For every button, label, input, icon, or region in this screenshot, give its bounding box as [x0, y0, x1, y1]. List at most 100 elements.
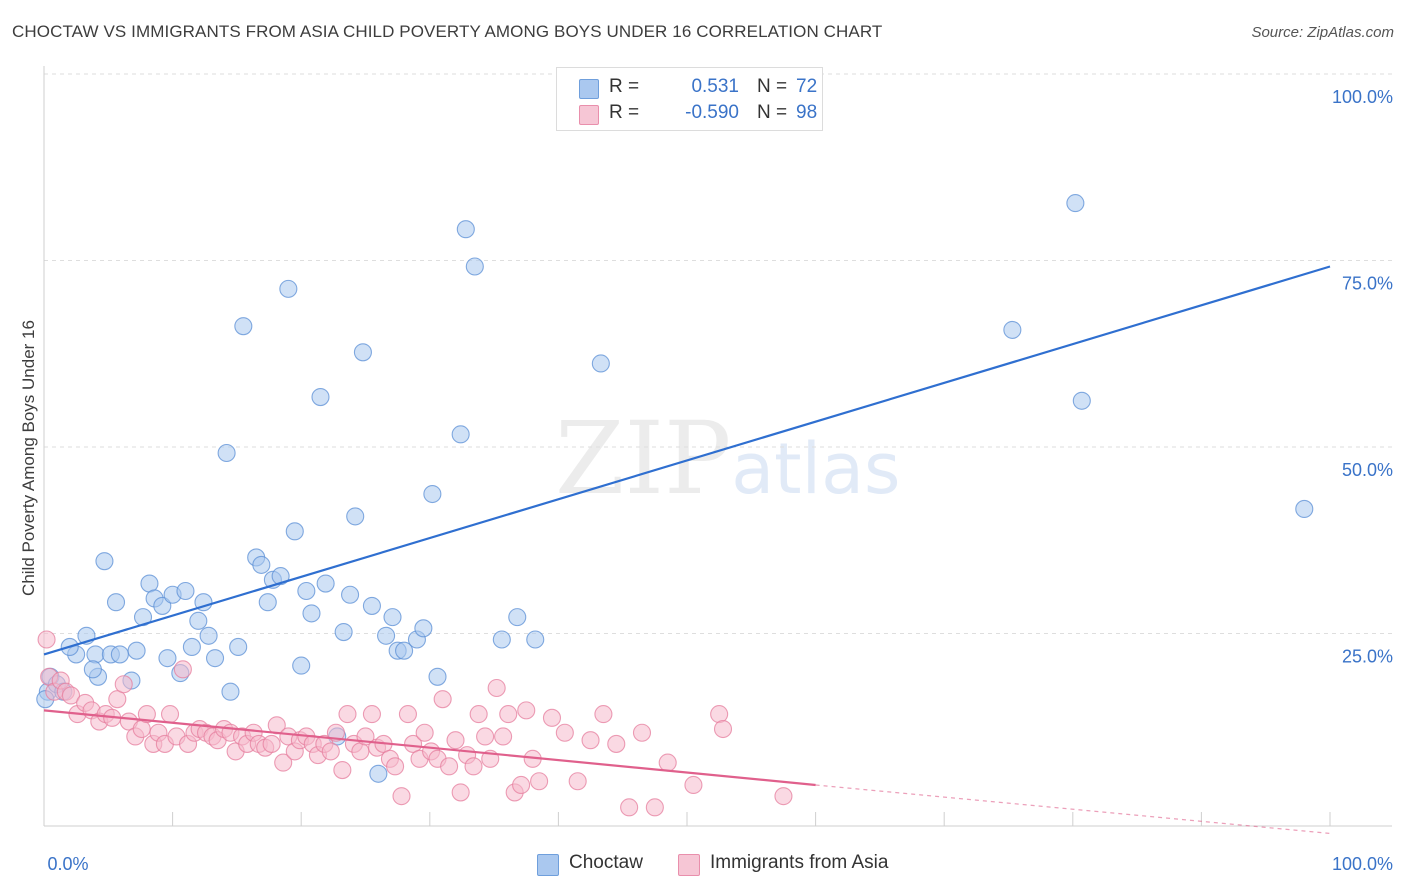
immigrants-asia-point: [555, 723, 574, 742]
choctaw-point: [353, 343, 372, 362]
source-label: Source: ZipAtlas.com: [1251, 24, 1394, 41]
immigrants-asia-point: [433, 690, 452, 709]
immigrants-asia-point: [568, 772, 587, 791]
watermark-atlas: atlas: [731, 428, 901, 510]
choctaw-point: [423, 484, 442, 504]
immigrants-asia-point: [658, 753, 677, 772]
choctaw-trend-line: [43, 265, 1331, 656]
choctaw-point: [194, 593, 213, 612]
immigrants-asia-point: [620, 798, 639, 817]
immigrants-asia-point: [321, 742, 340, 761]
immigrants-asia-point: [581, 731, 600, 750]
immigrants-asia-point: [415, 723, 434, 742]
immigrants-asia-point: [517, 701, 536, 720]
immigrants-asia-point: [362, 705, 381, 724]
immigrants-asia-point: [476, 727, 495, 746]
x-tick-label: 100.0%: [1332, 854, 1393, 874]
legend-r-label: R =: [609, 102, 640, 123]
immigrants-asia-point: [440, 757, 459, 776]
immigrants-asia-point: [173, 660, 192, 679]
legend-swatch-choctaw: [579, 79, 599, 99]
choctaw-point: [341, 585, 360, 604]
immigrants-asia-point: [494, 727, 513, 746]
correlation-legend: R = 0.531 N = 72 R = -0.590 N = 98: [556, 67, 823, 131]
legend-label-choctaw: Choctaw: [569, 852, 643, 873]
choctaw-point: [456, 220, 475, 239]
immigrants-asia-point: [37, 630, 56, 649]
choctaw-point: [271, 567, 290, 586]
immigrants-asia-point: [61, 686, 81, 705]
choctaw-point: [1295, 499, 1314, 519]
immigrants-asia-point: [392, 787, 411, 806]
choctaw-point: [451, 425, 470, 444]
choctaw-point: [395, 641, 414, 660]
legend-n-label: N =: [757, 76, 788, 97]
choctaw-point: [106, 593, 126, 612]
immigrants-asia-trend-line-extension: [815, 784, 1331, 835]
immigrants-asia-point: [137, 705, 156, 724]
choctaw-point: [86, 645, 105, 664]
immigrants-asia-point: [338, 705, 357, 724]
legend-swatch-immigrants-asia: [678, 854, 700, 876]
x-tick-label: 0.0%: [47, 854, 88, 874]
immigrants-asia-point: [645, 798, 664, 817]
immigrants-asia-point: [542, 708, 562, 727]
choctaw-point: [297, 581, 316, 601]
choctaw-point: [217, 443, 236, 463]
choctaw-point: [205, 649, 225, 668]
immigrants-asia-point: [333, 760, 352, 780]
immigrants-asia-point: [607, 734, 626, 753]
choctaw-point: [176, 581, 195, 601]
choctaw-point: [158, 649, 177, 668]
choctaw-point: [346, 507, 365, 526]
y-tick-label: 75.0%: [1342, 274, 1393, 294]
immigrants-asia-point: [710, 705, 729, 724]
legend-n-value: 98: [796, 102, 818, 123]
series-legend: Choctaw Immigrants from Asia: [0, 852, 1406, 878]
choctaw-point: [591, 354, 610, 373]
immigrants-asia-point: [404, 734, 423, 753]
choctaw-point: [383, 608, 402, 627]
immigrants-asia-point: [713, 719, 733, 739]
choctaw-point: [492, 630, 511, 649]
immigrants-asia-point: [386, 757, 405, 776]
choctaw-point: [377, 626, 396, 645]
immigrants-asia-point: [274, 753, 293, 772]
choctaw-point: [302, 604, 321, 623]
choctaw-point: [1066, 194, 1085, 213]
immigrants-asia-point: [446, 731, 465, 750]
choctaw-point: [83, 660, 102, 679]
choctaw-point: [508, 608, 527, 627]
choctaw-point: [428, 667, 447, 686]
choctaw-point: [127, 641, 146, 660]
immigrants-asia-trend-line: [43, 709, 816, 787]
choctaw-point: [334, 622, 353, 642]
choctaw-point: [311, 387, 330, 407]
immigrants-asia-point: [114, 675, 133, 694]
choctaw-point: [153, 596, 172, 615]
choctaw-point: [279, 279, 298, 298]
legend-swatch-choctaw: [537, 854, 559, 876]
legend-r-value: -0.590: [685, 102, 739, 123]
immigrants-asia-point: [632, 723, 652, 742]
immigrants-asia-point: [464, 757, 483, 776]
legend-n-value: 72: [796, 76, 818, 97]
immigrants-asia-point: [512, 775, 531, 795]
choctaw-point: [221, 682, 240, 701]
choctaw-point: [95, 552, 114, 571]
immigrants-asia-point: [108, 690, 127, 709]
watermark-zip: ZIP: [555, 400, 732, 517]
y-tick-label: 50.0%: [1342, 460, 1393, 480]
choctaw-point: [110, 645, 129, 664]
choctaw-point: [182, 637, 201, 657]
legend-n-label: N =: [757, 102, 788, 123]
choctaw-point: [252, 555, 271, 574]
immigrants-asia-point: [530, 772, 549, 791]
legend-r-label: R =: [609, 76, 640, 97]
choctaw-point: [465, 257, 484, 276]
immigrants-asia-point: [262, 734, 281, 753]
choctaw-point: [258, 593, 277, 612]
choctaw-point: [285, 522, 304, 541]
y-tick-label: 25.0%: [1342, 647, 1393, 667]
immigrants-asia-point: [398, 705, 417, 724]
